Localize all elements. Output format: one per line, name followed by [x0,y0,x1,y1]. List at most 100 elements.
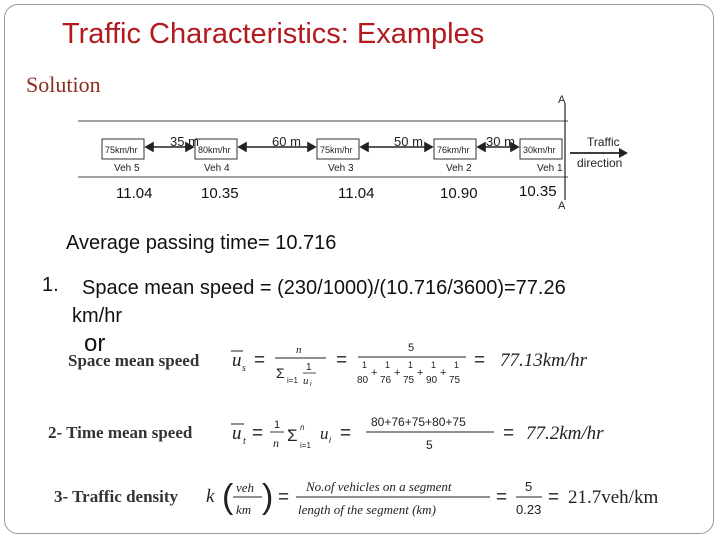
svg-text:t: t [243,436,246,447]
vehicle-2-speed: 76km/hr [437,145,470,155]
svg-text:1: 1 [306,362,312,373]
passing-time-veh5: 11.04 [116,185,153,202]
gap-label-1: 35 m [170,134,199,149]
svg-text:5: 5 [525,479,532,494]
svg-text:): ) [262,478,273,516]
passing-time-veh4: 10.35 [201,185,239,202]
gap-arrowhead-1b [185,141,195,153]
svg-text:90: 90 [426,375,438,386]
svg-text:=: = [254,350,265,371]
svg-text:n: n [300,423,305,432]
lane-end-top-label: A [558,94,566,106]
svg-text:+: + [394,367,400,379]
time-mean-speed-formula: 2- Time mean speed u t = 1 n Σ n i=1 u i… [48,415,604,452]
svg-text:=: = [336,350,347,371]
gap-label-2: 60 m [272,134,301,149]
list-number-1: 1. [42,274,59,296]
or-connector: or [84,330,106,357]
svg-text:+: + [417,367,423,379]
formula-2-lhs: u [232,423,242,444]
svg-text:=: = [548,487,559,508]
slide-title: Traffic Characteristics: Examples [62,18,485,50]
svg-text:1: 1 [385,360,390,370]
svg-text:=: = [252,423,263,444]
formula-3-label: 3- Traffic density [54,487,179,506]
svg-text:+: + [371,367,377,379]
passing-time-veh3: 11.04 [338,185,375,202]
formula-1-result: 77.13km/hr [500,350,588,371]
average-passing-time: Average passing time= 10.716 [66,232,337,254]
gap-arrowhead-4b [510,141,520,153]
formula-3-k: k [206,486,215,507]
gap-arrowhead-3a [359,141,369,153]
svg-text:1: 1 [274,419,280,431]
vehicle-1-name: Veh 1 [537,163,563,174]
svg-text:(: ( [222,478,234,516]
formula-2-numerator: 80+76+75+80+75 [371,415,466,429]
vehicle-2-box [433,138,477,160]
svg-text:1: 1 [454,360,459,370]
formula-3-denominator: length of the segment (km) [298,502,436,517]
svg-text:i: i [329,435,332,445]
vehicle-2-name: Veh 2 [446,163,472,174]
vehicle-5-box [101,138,145,160]
space-mean-speed-calculation: Space mean speed = (230/1000)/(10.716/36… [72,274,566,330]
passing-time-veh1: 10.35 [519,183,557,200]
formula-3-numerator: No.of vehicles on a segment [305,479,452,494]
svg-text:0.23: 0.23 [516,502,541,517]
vehicle-1-box [519,138,563,160]
gap-arrowhead-3b [424,141,434,153]
traffic-density-formula: 3- Traffic density k ( veh km ) = No.of … [54,478,658,517]
passing-time-veh2: 10.90 [440,185,478,202]
formula-2-label: 2- Time mean speed [48,423,193,442]
svg-text:=: = [340,423,351,444]
formula-3-result: 21.7veh/km [568,487,658,508]
formula-1-n: n [296,344,302,356]
svg-text:75: 75 [449,375,461,386]
space-mean-speed-formula: Space mean speed u s = n Σ i=1 1 u i = 5… [68,342,588,388]
formula-2-result: 77.2km/hr [526,423,604,444]
gap-arrowhead-4a [476,141,486,153]
vehicle-4-speed: 80km/hr [198,145,231,155]
gap-label-3: 50 m [394,134,423,149]
svg-text:76: 76 [380,375,392,386]
vehicle-3-name: Veh 3 [328,163,354,174]
svg-text:km: km [236,502,251,517]
svg-text:=: = [474,350,485,371]
gap-arrowhead-1a [144,141,154,153]
svg-text:=: = [503,423,514,444]
vehicle-5-speed: 75km/hr [105,145,138,155]
formula-2-sum: Σ [287,426,298,445]
calculation-line-1: Space mean speed = (230/1000)/(10.716/36… [82,277,566,299]
formula-1-label: Space mean speed [68,351,200,370]
solution-label: Solution [26,72,101,97]
vehicle-4-name: Veh 4 [204,163,230,174]
svg-text:=: = [496,487,507,508]
gap-label-4: 30 m [486,134,515,149]
svg-text:veh: veh [236,480,254,495]
svg-text:1: 1 [362,360,367,370]
svg-text:u: u [303,375,309,387]
svg-text:n: n [273,436,279,450]
gap-arrowhead-2a [237,141,247,153]
formula-1-lhs-sub: s [242,363,246,374]
vehicle-5-name: Veh 5 [114,163,140,174]
svg-text:i: i [310,381,312,388]
formula-1-terms: 1 80 + 1 76 + 1 75 + 1 90 + 1 75 [357,360,461,386]
svg-text:+: + [440,367,446,379]
vehicle-1-speed: 30km/hr [523,145,556,155]
svg-text:=: = [278,487,289,508]
gap-arrowhead-2b [307,141,317,153]
svg-text:1: 1 [431,360,436,370]
lane-end-bottom-label: A [558,200,566,212]
formula-1-five: 5 [408,342,414,354]
direction-arrowhead [619,148,628,158]
vehicle-3-speed: 75km/hr [320,145,353,155]
vehicle-4-box [194,138,238,160]
svg-text:u: u [320,424,329,443]
svg-text:i=1: i=1 [287,376,298,385]
calculation-line-2: km/hr [72,305,122,327]
svg-text:1: 1 [408,360,413,370]
svg-text:5: 5 [426,438,433,452]
traffic-diagram: A A 75km/hr Veh 5 80km/hr Veh 4 75km/hr … [78,94,628,212]
